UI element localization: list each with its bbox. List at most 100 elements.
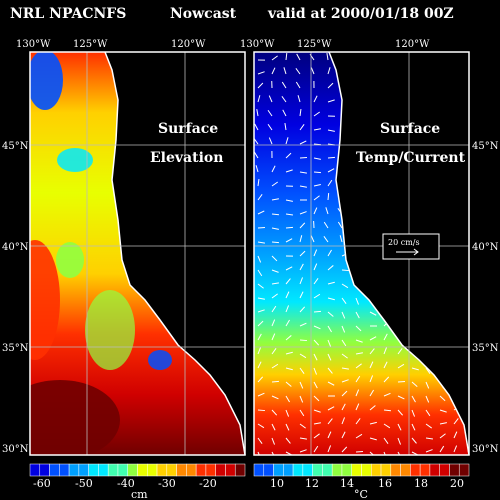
current-vector: [411, 409, 416, 417]
current-vector: [267, 109, 273, 117]
current-vector: [313, 353, 318, 361]
current-vector: [439, 409, 447, 413]
current-vector: [271, 380, 280, 383]
current-vector: [313, 195, 320, 201]
current-vector: [355, 375, 361, 383]
current-vector: [299, 171, 307, 174]
current-vector: [299, 235, 303, 243]
current-vector: [341, 446, 348, 453]
forecast-mode: Nowcast: [170, 6, 237, 22]
current-vector: [257, 71, 265, 75]
current-vector: [268, 137, 273, 145]
current-vector: [281, 81, 287, 89]
current-vector: [369, 421, 377, 425]
current-vector: [285, 238, 293, 243]
current-vector: [355, 311, 360, 319]
colorbar-cell: [39, 463, 50, 477]
vector-scale-arrowhead: [413, 248, 419, 256]
current-vector: [271, 451, 276, 455]
current-vector: [310, 67, 315, 75]
colorbar-cell: [283, 463, 294, 477]
current-vector: [313, 111, 321, 117]
lat-label: 30°N: [2, 444, 29, 455]
current-vector: [271, 269, 279, 273]
current-vector: [397, 409, 404, 416]
current-vector: [285, 395, 290, 403]
current-vector: [285, 169, 293, 173]
current-vector: [271, 409, 278, 416]
current-vector: [271, 437, 276, 445]
current-vector: [299, 263, 304, 271]
panel-title-line1: Surface: [380, 121, 440, 137]
current-vector: [299, 437, 307, 440]
current-vector: [341, 269, 350, 272]
current-vector: [271, 165, 276, 173]
current-vector: [257, 283, 264, 289]
current-vector: [313, 422, 321, 425]
current-vector: [327, 418, 333, 425]
colorbar-cell: [156, 463, 168, 477]
colorbar-cell: [263, 463, 274, 477]
current-vector: [397, 395, 405, 400]
colorbar-cell: [147, 463, 158, 477]
current-vector: [285, 335, 292, 341]
coastline: [328, 51, 470, 456]
current-vector: [397, 363, 405, 369]
elevation-panel: Surface Elevation: [29, 51, 246, 456]
colorbar-cell: [117, 463, 128, 477]
current-vector: [285, 199, 293, 202]
current-vector: [425, 423, 433, 429]
current-vector: [439, 395, 446, 402]
current-vector: [271, 348, 277, 355]
current-vector: [271, 255, 278, 262]
current-vector: [313, 395, 320, 402]
current-vector: [256, 109, 259, 117]
current-vector: [271, 395, 279, 400]
current-vector: [439, 445, 445, 453]
colorbar-cell: [361, 463, 372, 477]
current-vector: [341, 325, 346, 333]
current-vector: [257, 333, 262, 341]
current-vector: [257, 241, 265, 244]
current-vector: [355, 297, 360, 305]
panel-frame: [253, 51, 470, 456]
current-vector: [327, 129, 335, 132]
current-vector: [285, 266, 293, 271]
current-vector: [327, 168, 335, 173]
colorbar-cell: [390, 463, 401, 477]
current-vector: [453, 445, 458, 453]
current-vector: [299, 353, 307, 359]
coastline: [104, 51, 246, 456]
current-vector: [327, 367, 333, 374]
colorbar-cell: [331, 463, 343, 477]
elevation-colorbar-ticks: -60 -50 -40 -30 -20 cm: [33, 477, 217, 500]
current-vector: [341, 353, 348, 359]
current-vector: [313, 128, 321, 131]
current-vector: [397, 451, 402, 455]
current-vector: [285, 437, 291, 444]
current-vector: [327, 431, 332, 439]
current-vector: [299, 339, 308, 342]
colorbar-cell: [322, 463, 333, 477]
current-vector: [313, 367, 318, 375]
current-vector: [257, 320, 264, 327]
current-vector: [299, 108, 302, 117]
lat-label: 45°N: [2, 141, 29, 152]
colorbar-cell: [351, 463, 362, 477]
current-vector: [425, 367, 431, 375]
current-vector: [257, 82, 264, 89]
current-vector: [257, 178, 260, 187]
colorbar-cell: [234, 463, 246, 477]
current-vector: [327, 281, 335, 285]
current-vector: [339, 235, 343, 243]
current-vector: [257, 347, 262, 355]
current-vector: [313, 207, 318, 215]
current-vector: [369, 375, 374, 383]
current-vector: [295, 81, 301, 89]
current-vector: [313, 433, 320, 439]
lon-label: 130°W: [240, 39, 275, 50]
colorbar-cell: [186, 463, 197, 477]
elevation-colorbar: [29, 463, 246, 477]
lon-label: 125°W: [73, 39, 108, 50]
